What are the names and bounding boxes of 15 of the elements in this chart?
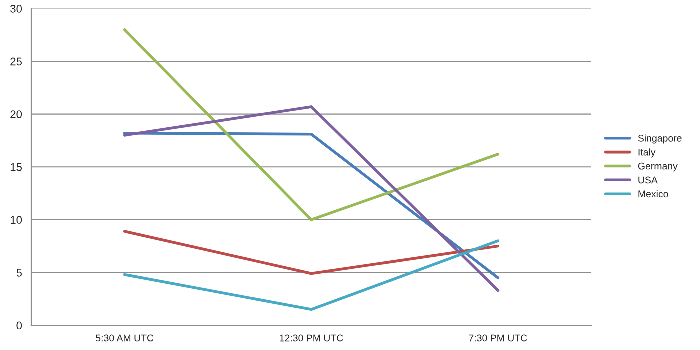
x-tick-label: 7:30 PM UTC <box>469 334 528 342</box>
legend-label: Italy <box>638 148 656 158</box>
x-tick-label: 5:30 AM UTC <box>96 334 154 342</box>
y-tick-label: 20 <box>10 110 22 118</box>
y-tick-label: 10 <box>10 216 22 224</box>
y-tick-label: 30 <box>10 5 22 13</box>
y-tick-label: 5 <box>16 269 22 277</box>
legend-label: Germany <box>638 162 678 172</box>
legend-label: USA <box>638 176 658 184</box>
y-tick-label: 25 <box>10 58 22 66</box>
y-tick-label: 15 <box>10 164 22 172</box>
legend-label: Singapore <box>638 134 682 144</box>
x-tick-label: 12:30 PM UTC <box>280 334 344 342</box>
y-tick-label: 0 <box>16 322 22 330</box>
legend-label: Mexico <box>638 190 668 198</box>
